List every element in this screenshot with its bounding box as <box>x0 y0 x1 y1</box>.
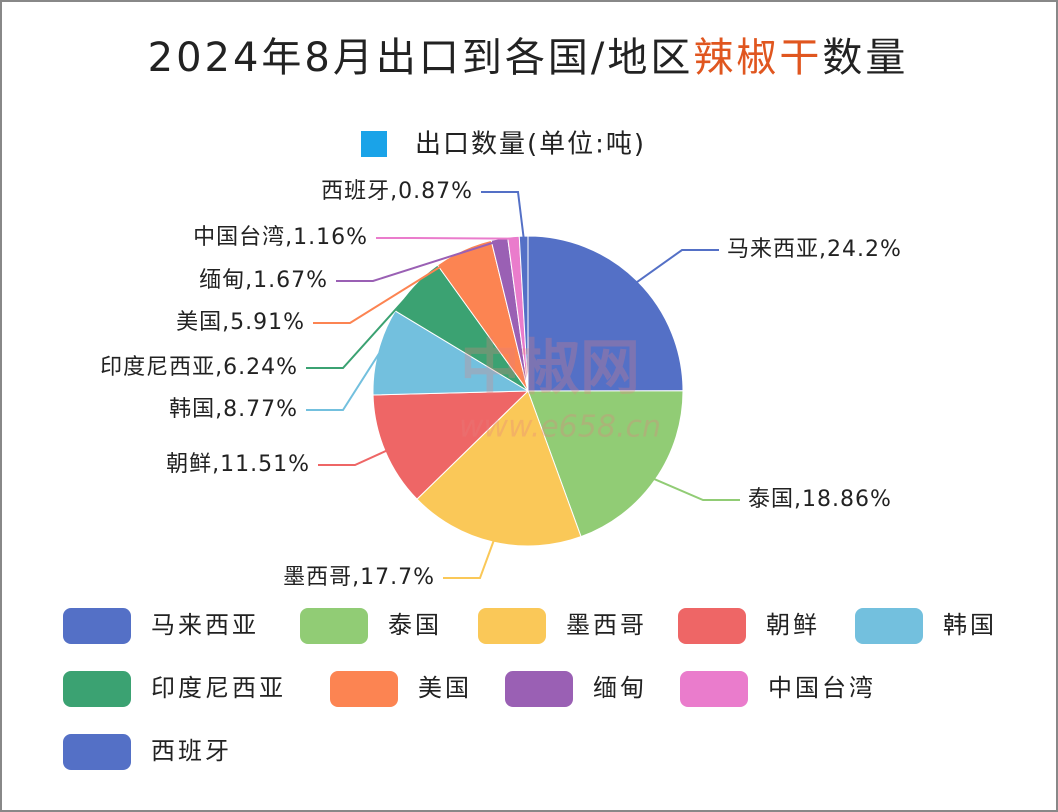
title-part: 2024年8月出口到各国/地区 <box>148 35 694 81</box>
slice-label: 泰国,18.86% <box>748 487 892 512</box>
leader-line <box>336 239 501 282</box>
legend-label: 缅甸 <box>593 674 647 702</box>
legend-label: 中国台湾 <box>768 674 876 702</box>
legend-swatch <box>678 608 746 644</box>
watermark: www.e658.cn <box>459 410 661 445</box>
leader-line <box>635 249 719 284</box>
series-legend: 出口数量(单位:吨) <box>415 130 646 160</box>
leader-line <box>481 191 525 239</box>
leader-line <box>313 251 465 324</box>
legend-label: 墨西哥 <box>566 611 647 639</box>
leader-line <box>653 477 740 501</box>
slice-label: 韩国,8.77% <box>169 397 298 422</box>
legend-label: 韩国 <box>943 611 997 639</box>
leader-line <box>306 351 381 411</box>
slice-label: 美国,5.91% <box>176 310 305 335</box>
pie-slice <box>372 310 530 396</box>
legend-swatch <box>63 734 131 770</box>
legend-swatch <box>330 671 398 707</box>
legend-swatch <box>63 608 131 644</box>
watermark: 中椒网 <box>460 334 640 404</box>
chart-title: 2024年8月出口到各国/地区辣椒干数量 <box>148 35 909 81</box>
slice-label: 墨西哥,17.7% <box>283 565 435 590</box>
legend-label: 马来西亚 <box>151 611 259 639</box>
legend-swatch <box>478 608 546 644</box>
leader-line <box>318 449 388 466</box>
legend-swatch <box>505 671 573 707</box>
legend-swatch <box>63 671 131 707</box>
slice-label: 西班牙,0.87% <box>321 179 473 204</box>
legend-label: 美国 <box>418 674 472 702</box>
legend-label: 泰国 <box>388 611 442 639</box>
title-part: 数量 <box>822 35 908 81</box>
legend-label: 朝鲜 <box>766 611 820 639</box>
legend-label: 印度尼西亚 <box>151 674 286 702</box>
pie: 马来西亚,24.2% 泰国,18.86% 墨西哥,17.7% 朝鲜,11.51% 韩国,… <box>100 179 902 590</box>
slice-label: 朝鲜,11.51% <box>166 452 310 477</box>
leader-line <box>376 237 514 240</box>
leader-line <box>443 539 495 579</box>
title-highlight: 辣椒干 <box>693 35 822 81</box>
leader-line <box>306 286 417 369</box>
series-swatch <box>361 131 387 157</box>
slice-label: 中国台湾,1.16% <box>193 225 368 250</box>
legend-swatch <box>680 671 748 707</box>
legend-swatch <box>855 608 923 644</box>
legend-label: 西班牙 <box>151 737 232 765</box>
legend-swatch <box>300 608 368 644</box>
slice-label: 印度尼西亚,6.24% <box>100 355 298 380</box>
slice-label: 缅甸,1.67% <box>199 268 328 293</box>
slice-label: 马来西亚,24.2% <box>727 237 902 262</box>
